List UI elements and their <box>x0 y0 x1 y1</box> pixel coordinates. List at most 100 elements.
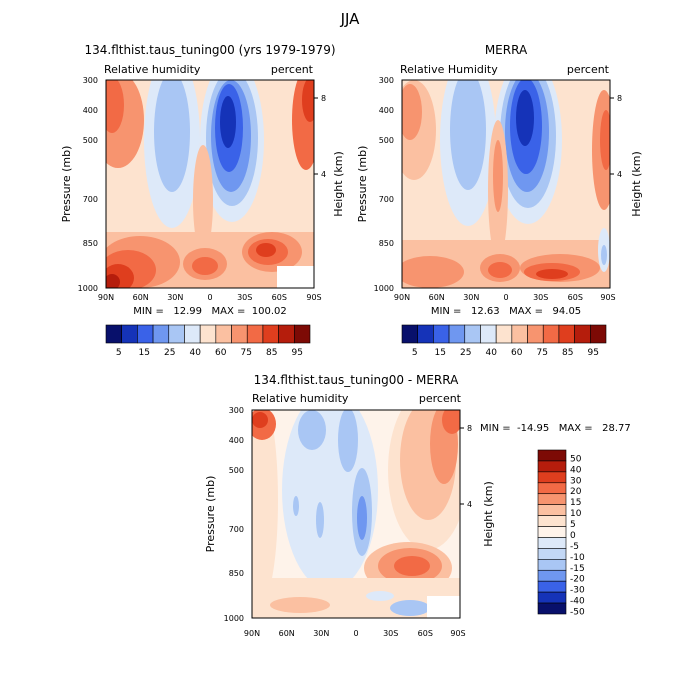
colorbar-swatch <box>537 526 567 538</box>
colorbar-swatch <box>537 515 567 527</box>
x-tick-label: 90S <box>450 629 465 638</box>
panel-diff-field <box>252 410 460 618</box>
panel-model-title: 134.flthist.taus_tuning00 (yrs 1979-1979… <box>84 43 335 57</box>
colorbar-label: -40 <box>570 597 585 607</box>
colorbar-swatch <box>215 324 232 344</box>
x-tick-label: 30N <box>167 293 183 302</box>
colorbar-swatch <box>537 602 567 615</box>
x-tick-label: 0 <box>207 293 212 302</box>
panel-diff-stats: MIN = -14.95 MAX = 28.77 <box>480 423 631 434</box>
colorbar-label: 20 <box>570 487 582 497</box>
y-tick-label: 400 <box>379 106 394 115</box>
y-tick-label: 300 <box>83 76 98 85</box>
colorbar-label: -30 <box>570 586 585 596</box>
colorbar-swatch <box>262 324 279 344</box>
panel-model-y-ticks: 300 400 500 700 850 1000 <box>78 76 98 293</box>
panel-diff-x-ticks: 90N 60N 30N 0 30S 60S 90S <box>244 629 466 638</box>
colorbar-swatch <box>537 591 567 604</box>
y-tick-label: 850 <box>379 239 394 248</box>
colorbar-swatch <box>294 324 311 344</box>
colorbar-label: 50 <box>570 454 582 464</box>
colorbar-label: 95 <box>588 348 599 358</box>
y-tick-label: 500 <box>229 466 244 475</box>
x-tick-label: 60S <box>272 293 287 302</box>
colorbar-label: 75 <box>241 348 252 358</box>
height-tick-label: 8 <box>617 94 622 103</box>
colorbar-swatch <box>537 471 567 484</box>
colorbar-label: 25 <box>460 348 471 358</box>
colorbar-swatch <box>152 324 170 344</box>
x-tick-label: 60N <box>429 293 445 302</box>
colorbar-label: -5 <box>570 542 579 552</box>
x-tick-label: 0 <box>353 629 358 638</box>
panel-merra-title: MERRA <box>485 43 528 57</box>
colorbar-label: 85 <box>562 348 573 358</box>
colorbar-swatch <box>537 482 567 495</box>
colorbar-label: 95 <box>292 348 303 358</box>
height-tick-label: 8 <box>467 424 472 433</box>
panel-model-frame <box>105 79 315 289</box>
colorbar-swatch <box>121 324 138 344</box>
colorbar-label: 15 <box>139 348 150 358</box>
colorbar-label: 40 <box>570 465 582 475</box>
panel-diff: 134.flthist.taus_tuning00 - MERRA Relati… <box>204 373 631 638</box>
height-tick-label: 4 <box>467 500 472 509</box>
colorbar-swatch <box>137 324 154 344</box>
colorbar-label: -15 <box>570 564 585 574</box>
colorbar-swatch <box>246 324 264 344</box>
colorbar-label: 5 <box>412 348 418 358</box>
panel-model-x-ticks: 90N 60N 30N 0 30S 60S 90S <box>98 293 322 302</box>
panel-model-ylabel-right: Height (km) <box>332 151 345 217</box>
panel-merra-ylabel: Pressure (mb) <box>356 146 369 223</box>
figure-title: JJA <box>340 10 361 28</box>
colorbar-label: 5 <box>116 348 122 358</box>
panel-diff-height-ticks: 8 4 <box>460 424 472 509</box>
colorbar-swatch <box>537 493 567 505</box>
panel-model-ylabel: Pressure (mb) <box>60 146 73 223</box>
panel-diff-ylabel: Pressure (mb) <box>204 476 217 553</box>
panel-merra-frame <box>401 79 611 289</box>
y-tick-label: 700 <box>83 195 98 204</box>
x-tick-label: 90S <box>600 293 615 302</box>
colorbar-label: -20 <box>570 575 585 585</box>
x-tick-label: 30S <box>237 293 252 302</box>
panel-model: 134.flthist.taus_tuning00 (yrs 1979-1979… <box>60 43 345 358</box>
height-tick-label: 4 <box>321 170 326 179</box>
colorbar-label: 75 <box>537 348 548 358</box>
colorbar-label: 5 <box>570 520 576 530</box>
panel-merra-units: percent <box>567 63 610 76</box>
colorbar-swatch <box>184 324 201 344</box>
colorbar-swatch <box>199 324 217 344</box>
panel-model-colorbar: 5 15 25 40 60 75 85 95 <box>105 324 311 358</box>
panel-merra-x-ticks: 90N 60N 30N 0 30S 60S 90S <box>394 293 616 302</box>
colorbar-swatch <box>511 324 528 344</box>
panel-diff-variable: Relative humidity <box>252 392 349 405</box>
x-tick-label: 60N <box>133 293 149 302</box>
colorbar-label: 25 <box>164 348 175 358</box>
colorbar-label: 15 <box>570 498 581 508</box>
colorbar-swatch <box>448 324 466 344</box>
colorbar-swatch <box>537 580 567 593</box>
x-tick-label: 90N <box>244 629 260 638</box>
x-tick-label: 90N <box>394 293 410 302</box>
x-tick-label: 90N <box>98 293 114 302</box>
colorbar-swatch <box>537 569 567 582</box>
x-tick-label: 60N <box>279 629 295 638</box>
colorbar-swatch <box>574 324 591 344</box>
colorbar-label: 60 <box>215 348 227 358</box>
x-tick-label: 30S <box>533 293 548 302</box>
colorbar-swatch <box>433 324 450 344</box>
colorbar-swatch <box>537 504 567 516</box>
panel-merra-height-ticks: 8 4 <box>610 94 622 179</box>
colorbar-swatch <box>537 559 567 571</box>
y-tick-label: 400 <box>83 106 98 115</box>
colorbar-swatch <box>480 324 497 344</box>
panel-merra-colorbar: 5 15 25 40 60 75 85 95 <box>401 324 607 358</box>
colorbar-swatch <box>537 548 567 560</box>
x-tick-label: 90S <box>306 293 321 302</box>
panel-diff-units: percent <box>419 392 462 405</box>
panel-diff-title: 134.flthist.taus_tuning00 - MERRA <box>254 373 459 387</box>
y-tick-label: 300 <box>229 406 244 415</box>
x-tick-label: 30N <box>313 629 329 638</box>
